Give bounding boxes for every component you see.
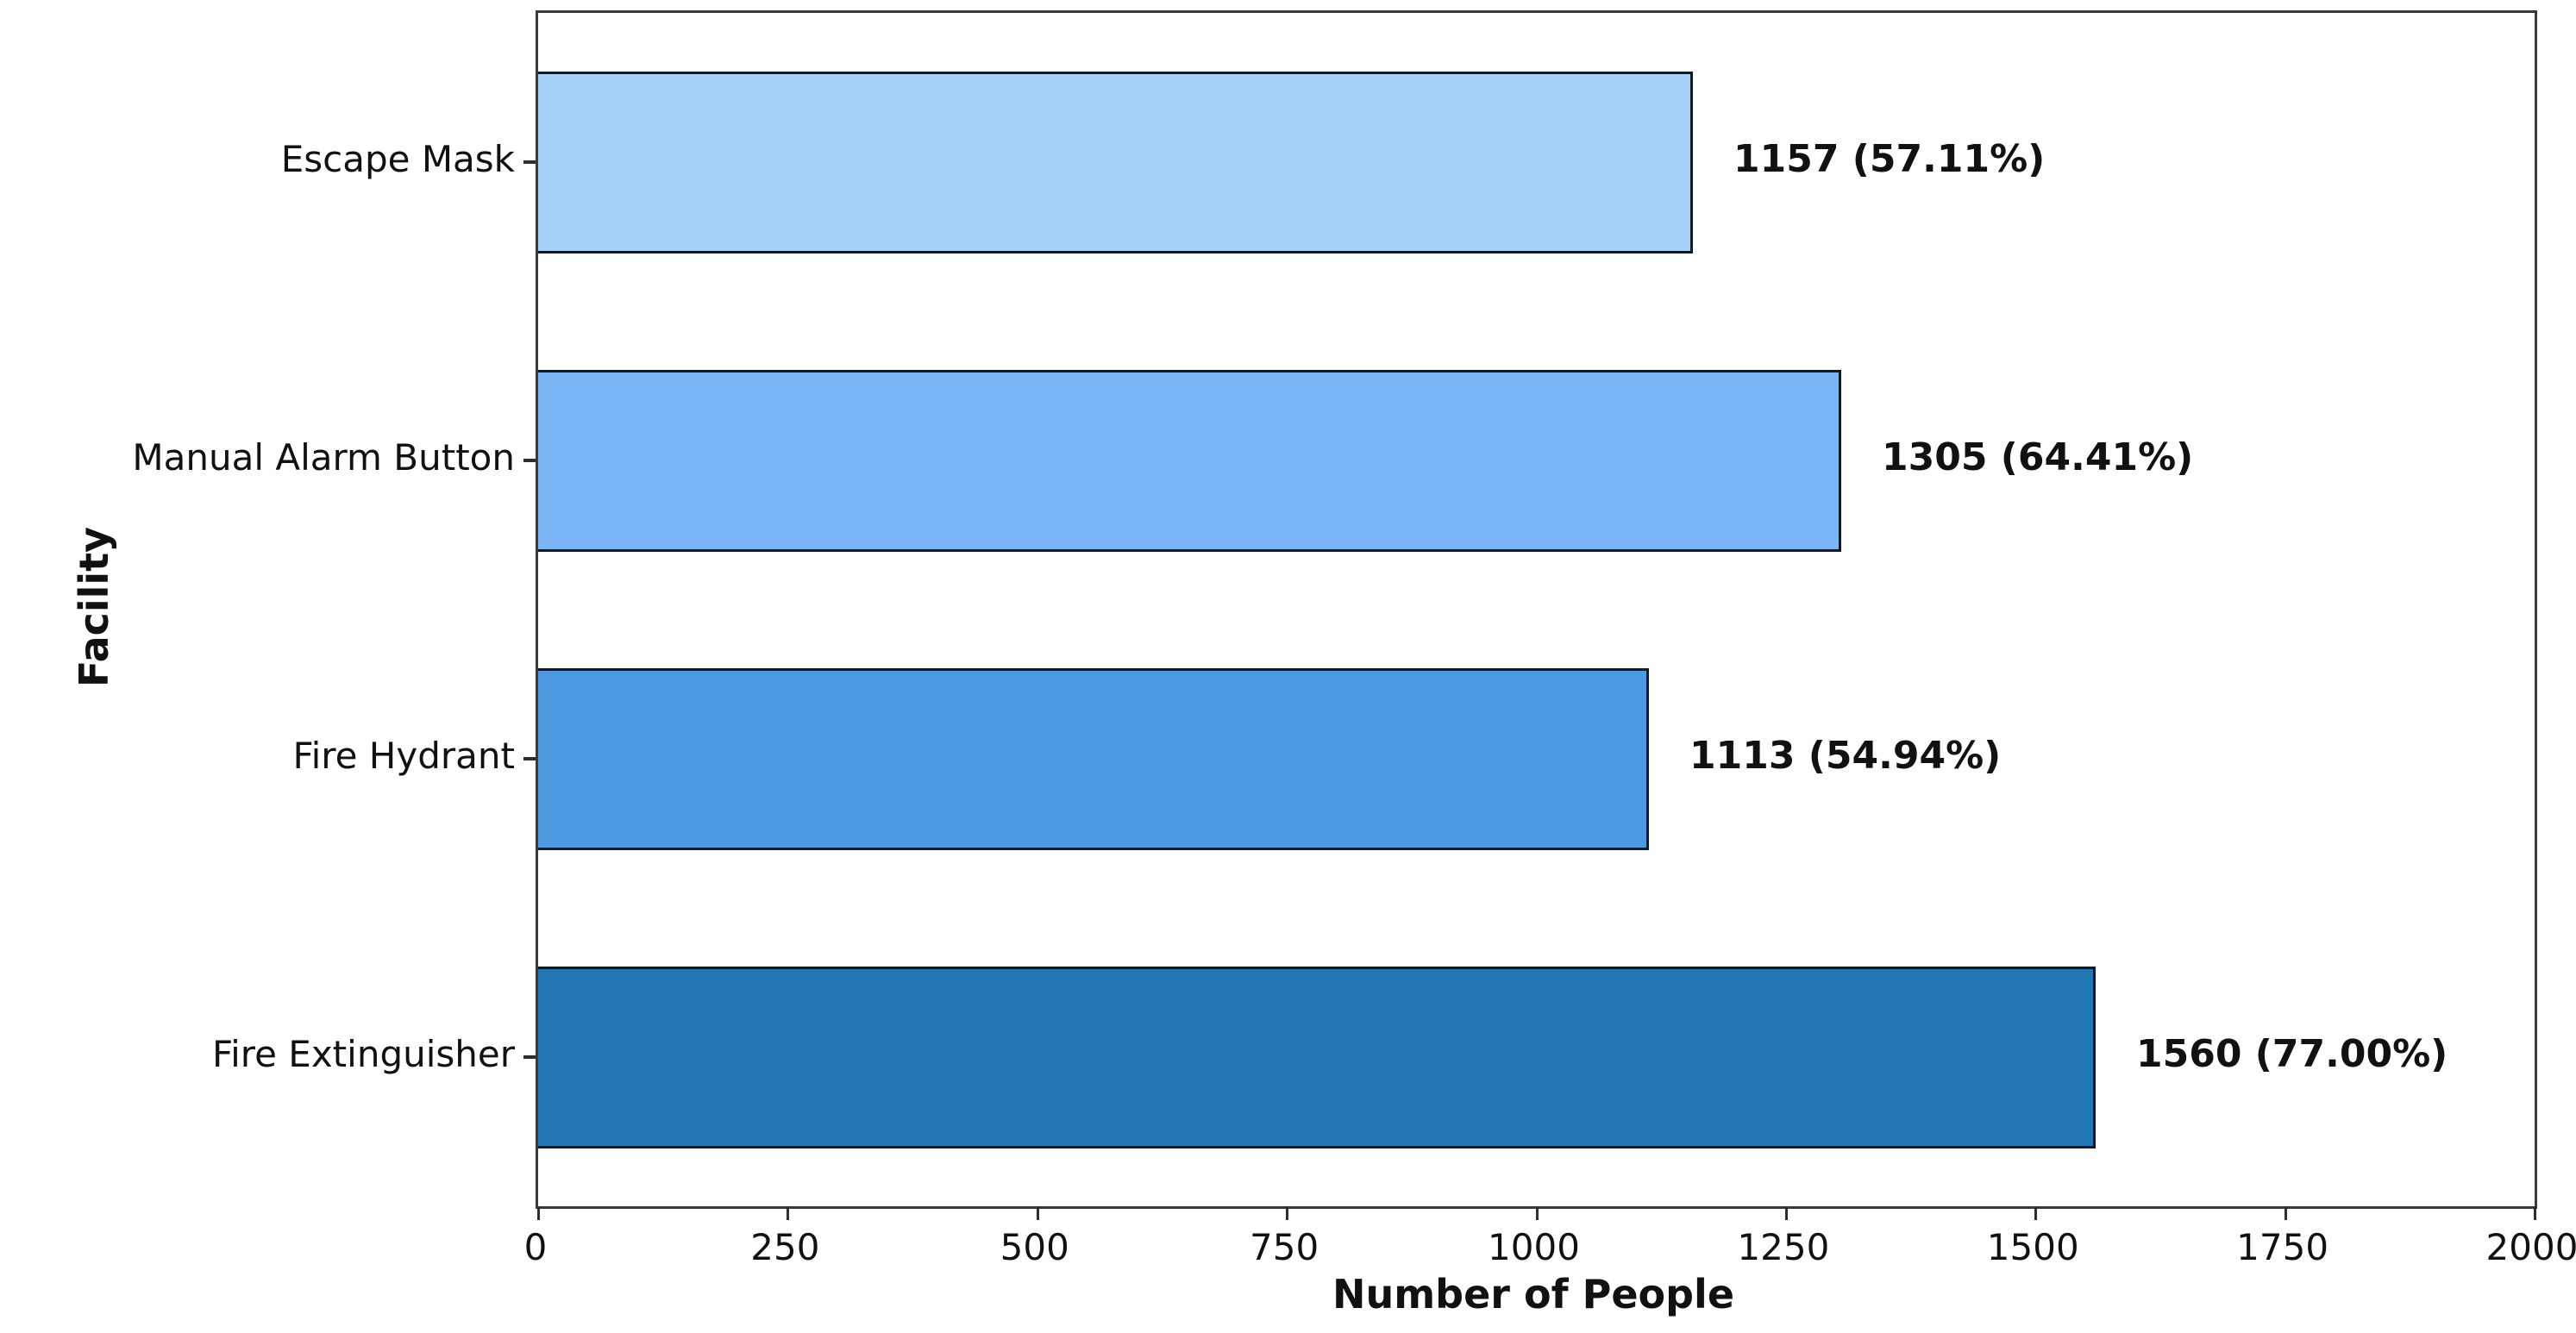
x-tick-label: 1250 (1737, 1226, 1830, 1268)
x-tick-mark (2534, 1206, 2536, 1220)
x-tick-mark (1784, 1206, 1788, 1220)
x-tick-label: 1750 (2236, 1226, 2329, 1268)
x-tick-label: 2000 (2485, 1226, 2576, 1268)
y-tick-label: Fire Extinguisher (211, 1033, 515, 1075)
x-tick-mark (2284, 1206, 2287, 1220)
y-tick-label: Manual Alarm Button (132, 436, 515, 479)
y-tick-mark (523, 459, 536, 462)
x-tick-mark (537, 1206, 540, 1220)
y-tick-mark (523, 1055, 536, 1059)
bar-fire-hydrant (538, 667, 1649, 850)
y-tick-label: Fire Hydrant (292, 735, 516, 777)
x-tick-mark (1535, 1206, 1539, 1220)
x-tick-mark (1036, 1206, 1039, 1220)
x-tick-mark (787, 1206, 790, 1220)
x-tick-label: 1000 (1488, 1226, 1580, 1268)
bar-escape-mask (538, 71, 1693, 253)
y-tick-mark (523, 160, 536, 164)
bar-manual-alarm-button (538, 369, 1841, 552)
bar-value-label: 1305 (64.41%) (1882, 435, 2194, 479)
bar-value-label: 1113 (54.94%) (1689, 734, 2002, 778)
x-axis-label: Number of People (1332, 1271, 1735, 1317)
bar-value-label: 1157 (57.11%) (1733, 137, 2046, 181)
bar-fire-extinguisher (538, 966, 2096, 1148)
y-tick-label: Escape Mask (280, 138, 515, 180)
plot-area (523, 10, 2537, 1220)
x-tick-label: 1500 (1986, 1226, 2079, 1268)
x-tick-label: 750 (1250, 1226, 1319, 1268)
bar-value-label: 1560 (77.00%) (2136, 1032, 2448, 1076)
y-axis-label: Facility (71, 526, 118, 688)
x-tick-label: 500 (1000, 1226, 1069, 1268)
x-tick-mark (2034, 1206, 2038, 1220)
x-tick-mark (1286, 1206, 1289, 1220)
x-tick-label: 0 (523, 1226, 548, 1268)
y-tick-mark (523, 757, 536, 760)
x-tick-label: 250 (750, 1226, 820, 1268)
